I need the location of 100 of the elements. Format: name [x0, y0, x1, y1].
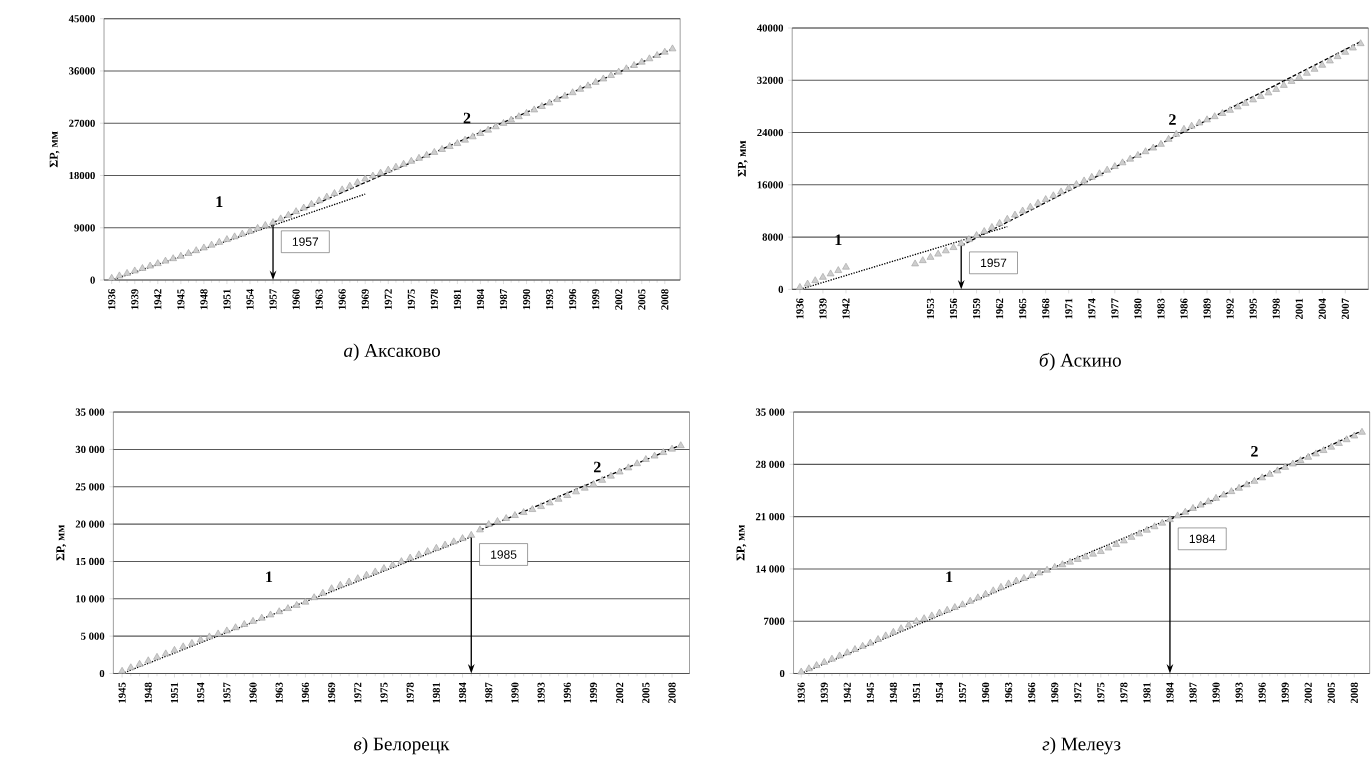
x-tick-label: 1969 — [328, 682, 336, 703]
x-tick-label: 2002 — [616, 682, 624, 704]
y-tick-label: 0 — [90, 276, 95, 284]
x-tick-label: 1957 — [269, 289, 277, 310]
x-tick-label: 1942 — [154, 289, 162, 310]
annotation: 1 — [216, 196, 223, 208]
x-tick-label: 2004 — [1318, 298, 1326, 320]
x-tick-label: 1984 — [476, 289, 485, 310]
x-tick-label: 1960 — [981, 682, 990, 703]
x-tick-label: 1981 — [432, 682, 440, 703]
y-tick-label: 45000 — [68, 15, 95, 23]
y-tick-label: 25 000 — [75, 483, 105, 491]
x-tick-label: 1966 — [301, 682, 309, 703]
x-tick-label: 1980 — [1134, 298, 1142, 319]
annotation: 1 — [266, 571, 273, 583]
x-tick-label: 1984 — [458, 682, 467, 703]
x-tick-label: 1948 — [200, 289, 208, 310]
text: г) Мелеуз — [1042, 737, 1121, 755]
x-tick-label: 2002 — [1304, 682, 1312, 704]
x-tick-label: 1981 — [453, 289, 461, 310]
text: б) Аскино — [1039, 353, 1121, 371]
x-tick-label: 1960 — [292, 289, 300, 310]
y-tick-label: 18000 — [69, 172, 95, 180]
x-tick-label: 2002 — [615, 289, 623, 310]
x-tick-label: 1966 — [1028, 682, 1036, 703]
x-tick-label: 1977 — [1111, 298, 1119, 319]
x-tick-label: 1963 — [1005, 682, 1013, 703]
y-tick-label: 32000 — [757, 76, 784, 85]
x-tick-label: 1972 — [354, 682, 362, 703]
x-tick-label: 2008 — [1350, 682, 1358, 704]
x-tick-label: 1942 — [843, 682, 851, 703]
x-tick-label: 1969 — [361, 289, 369, 310]
x-tick-label: 1939 — [820, 682, 828, 703]
y-tick-label: 35 000 — [75, 408, 105, 416]
x-tick-label: 1960 — [249, 682, 257, 703]
y-tick-label: 27000 — [69, 119, 95, 128]
x-tick-label: 1971 — [1065, 298, 1073, 319]
x-tick-label: 1978 — [1120, 682, 1128, 703]
x-tick-label: 2008 — [668, 682, 676, 704]
x-tick-label: 1948 — [144, 682, 152, 703]
x-tick-label: 1975 — [380, 682, 388, 703]
x-tick-label: 1986 — [1180, 298, 1188, 319]
y-axis-title: ΣP, мм — [56, 525, 67, 561]
x-tick-label: 1972 — [384, 289, 392, 310]
x-tick-label: 1978 — [430, 289, 438, 310]
x-tick-label: 1936 — [796, 298, 804, 319]
y-axis-title: ΣP, мм — [736, 525, 747, 561]
x-tick-label: 1954 — [935, 682, 944, 703]
y-tick-label: 7000 — [764, 617, 785, 626]
x-tick-label: 1998 — [1272, 298, 1280, 319]
x-tick-label: 1936 — [108, 289, 116, 310]
x-tick-label: 1993 — [1235, 682, 1243, 703]
x-tick-label: 2005 — [638, 289, 646, 310]
x-tick-label: 1954 — [246, 289, 254, 310]
y-tick-label: 28 000 — [755, 461, 785, 469]
y-tick-label: 30 000 — [75, 446, 105, 454]
y-tick-label: 16000 — [757, 181, 784, 189]
y-tick-label: 20 000 — [75, 520, 105, 528]
x-tick-label: 1990 — [511, 682, 519, 703]
x-tick-label: 1996 — [569, 289, 577, 310]
y-tick-label: 40000 — [756, 24, 784, 32]
x-tick-label: 1951 — [223, 289, 231, 310]
y-tick-label: 0 — [99, 670, 105, 678]
x-tick-label: 1993 — [537, 682, 545, 703]
y-tick-label: 5 000 — [81, 632, 105, 640]
annotation: 2 — [1251, 446, 1258, 457]
x-tick-label: 1945 — [866, 682, 874, 703]
annotation: 2 — [593, 461, 601, 473]
x-tick-label: 1996 — [563, 682, 571, 703]
x-tick-label: 2008 — [661, 289, 669, 310]
x-tick-label: 1987 — [1189, 682, 1197, 703]
y-tick-label: 35 000 — [755, 408, 785, 416]
x-tick-label: 1945 — [177, 289, 185, 310]
x-tick-label: 1972 — [1074, 682, 1082, 703]
x-tick-label: 1983 — [1157, 298, 1165, 319]
x-tick-label: 1954 — [197, 682, 205, 703]
x-tick-label: 2007 — [1341, 298, 1349, 320]
text: а) Аксаково — [344, 343, 441, 362]
annotation: 1 — [835, 234, 842, 246]
x-tick-label: 1957 — [958, 682, 967, 703]
x-tick-label: 1968 — [1042, 298, 1050, 319]
x-tick-label: 1978 — [406, 682, 414, 703]
x-tick-label: 1999 — [589, 682, 598, 703]
x-tick-label: 1990 — [1212, 682, 1220, 703]
text: в) Белорецк — [354, 737, 450, 755]
x-tick-label: 1990 — [522, 289, 531, 310]
x-tick-label: 1956 — [949, 298, 958, 319]
x-tick-label: 1942 — [842, 298, 850, 319]
x-tick-label: 1963 — [275, 682, 283, 703]
y-tick-label: 21 000 — [755, 513, 785, 521]
x-tick-label: 1995 — [1249, 298, 1257, 319]
x-tick-label: 1962 — [996, 298, 1004, 319]
y-tick-label: 0 — [778, 286, 784, 294]
x-tick-label: 1975 — [407, 289, 415, 310]
x-tick-label: 1987 — [499, 289, 508, 310]
x-tick-label: 1959 — [972, 298, 981, 319]
y-tick-label: 14 000 — [756, 565, 785, 573]
x-tick-label: 1953 — [926, 298, 935, 319]
x-tick-label: 1984 — [1166, 682, 1174, 703]
x-tick-label: 1966 — [338, 289, 346, 310]
